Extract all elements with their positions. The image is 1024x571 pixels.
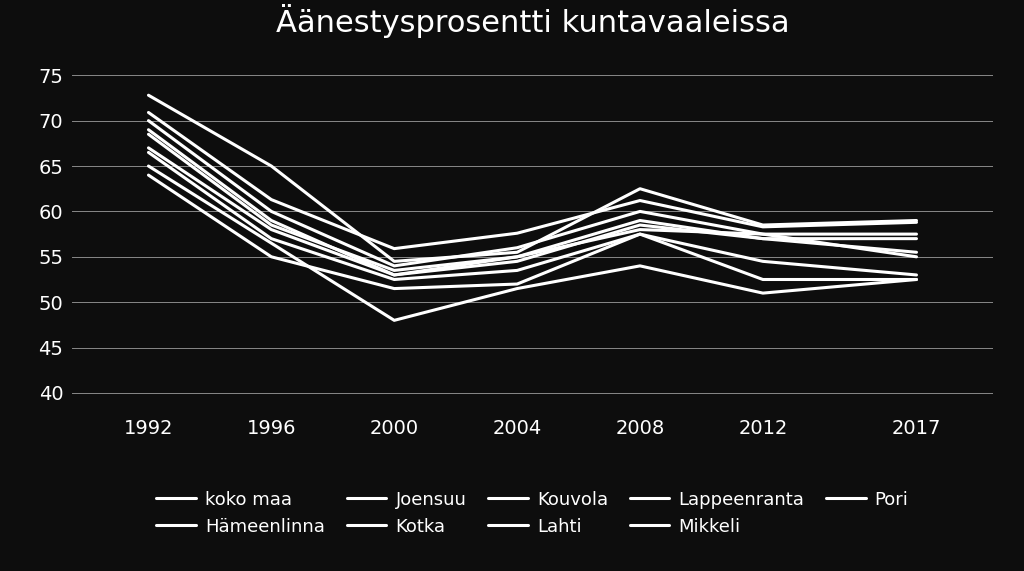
Joensuu — [142, 131, 155, 138]
koko maa — [910, 219, 923, 226]
Pori — [511, 285, 523, 292]
Lahti — [910, 276, 923, 283]
Hämeenlinna — [388, 263, 400, 270]
Lappeenranta — [511, 258, 523, 265]
koko maa — [511, 230, 523, 236]
Lahti — [511, 280, 523, 287]
Kotka — [142, 149, 155, 156]
Hämeenlinna — [634, 208, 646, 215]
Line: Joensuu: Joensuu — [148, 134, 916, 271]
Lappeenranta — [634, 222, 646, 228]
Mikkeli — [757, 231, 769, 238]
Kouvola — [910, 217, 923, 224]
Kotka — [634, 231, 646, 238]
Line: Mikkeli: Mikkeli — [148, 148, 916, 275]
Mikkeli — [142, 144, 155, 151]
Line: Lappeenranta: Lappeenranta — [148, 130, 916, 275]
Kotka — [265, 235, 278, 242]
Line: Kotka: Kotka — [148, 152, 916, 279]
Hämeenlinna — [142, 117, 155, 124]
Hämeenlinna — [265, 208, 278, 215]
Kouvola — [757, 222, 769, 228]
Mikkeli — [634, 226, 646, 233]
Joensuu — [265, 222, 278, 228]
Pori — [388, 317, 400, 324]
Line: Lahti: Lahti — [148, 175, 916, 288]
Joensuu — [634, 217, 646, 224]
Kouvola — [388, 258, 400, 265]
Line: Hämeenlinna: Hämeenlinna — [148, 120, 916, 266]
Kouvola — [634, 186, 646, 192]
Kotka — [511, 267, 523, 274]
Line: Pori: Pori — [148, 166, 916, 320]
Lahti — [634, 231, 646, 238]
Mikkeli — [511, 254, 523, 260]
Hämeenlinna — [757, 231, 769, 238]
Joensuu — [388, 267, 400, 274]
Kotka — [388, 276, 400, 283]
Kouvola — [265, 163, 278, 170]
Kouvola — [142, 92, 155, 99]
Pori — [757, 289, 769, 296]
koko maa — [757, 223, 769, 230]
Joensuu — [757, 235, 769, 242]
koko maa — [388, 245, 400, 252]
Lahti — [388, 285, 400, 292]
Lahti — [142, 172, 155, 179]
Lappeenranta — [388, 272, 400, 279]
Hämeenlinna — [910, 231, 923, 238]
Pori — [634, 263, 646, 270]
Lappeenranta — [265, 217, 278, 224]
Lappeenranta — [142, 126, 155, 133]
Lahti — [265, 254, 278, 260]
Kotka — [910, 272, 923, 279]
koko maa — [142, 109, 155, 116]
koko maa — [265, 196, 278, 203]
Legend: koko maa, Hämeenlinna, Joensuu, Kotka, Kouvola, Lahti, Lappeenranta, Mikkeli, Po: koko maa, Hämeenlinna, Joensuu, Kotka, K… — [157, 491, 908, 536]
Lappeenranta — [910, 249, 923, 256]
Pori — [265, 240, 278, 247]
Line: koko maa: koko maa — [148, 112, 916, 248]
Joensuu — [910, 235, 923, 242]
Pori — [910, 276, 923, 283]
Mikkeli — [388, 272, 400, 279]
Joensuu — [511, 254, 523, 260]
Mikkeli — [265, 226, 278, 233]
Kotka — [757, 258, 769, 265]
Kouvola — [511, 249, 523, 256]
koko maa — [634, 197, 646, 204]
Lappeenranta — [757, 235, 769, 242]
Line: Kouvola: Kouvola — [148, 95, 916, 262]
Title: Äänestysprosentti kuntavaaleissa: Äänestysprosentti kuntavaaleissa — [275, 4, 790, 38]
Pori — [142, 163, 155, 170]
Lahti — [757, 276, 769, 283]
Mikkeli — [910, 254, 923, 260]
Hämeenlinna — [511, 244, 523, 251]
